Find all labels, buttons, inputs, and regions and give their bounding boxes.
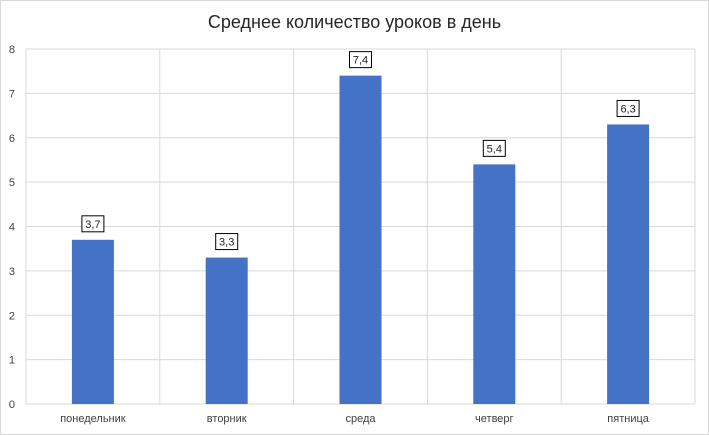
x-tick-label: четверг [475,413,514,425]
data-label-box [81,215,105,233]
y-tick-label: 1 [9,355,15,367]
y-tick-label: 4 [9,222,15,234]
y-tick-label: 6 [9,133,15,145]
x-tick-label: вторник [207,413,247,425]
y-tick-label: 8 [9,44,15,56]
data-label: 6,3 [620,103,635,115]
data-label: 3,7 [85,219,100,231]
y-tick-label: 0 [9,399,15,411]
data-label-box [215,233,239,251]
bar [339,75,382,404]
data-label: 7,4 [353,55,368,67]
chart-title: Среднее количество уроков в день [207,12,502,32]
x-tick-label: понедельник [60,413,126,425]
y-tick-label: 2 [9,310,15,322]
data-label: 3,3 [219,237,234,249]
x-tick-label: среда [345,413,376,425]
bar [473,164,516,404]
bar [71,239,114,404]
y-tick-label: 5 [9,177,15,189]
data-label-box [482,139,506,157]
y-tick-label: 7 [9,88,15,100]
bar [205,257,248,404]
y-tick-label: 3 [9,266,15,278]
data-label: 5,4 [487,143,502,155]
bar [607,124,650,404]
data-label-box [616,99,640,117]
data-label-box [349,51,372,69]
x-tick-label: пятница [607,413,649,425]
